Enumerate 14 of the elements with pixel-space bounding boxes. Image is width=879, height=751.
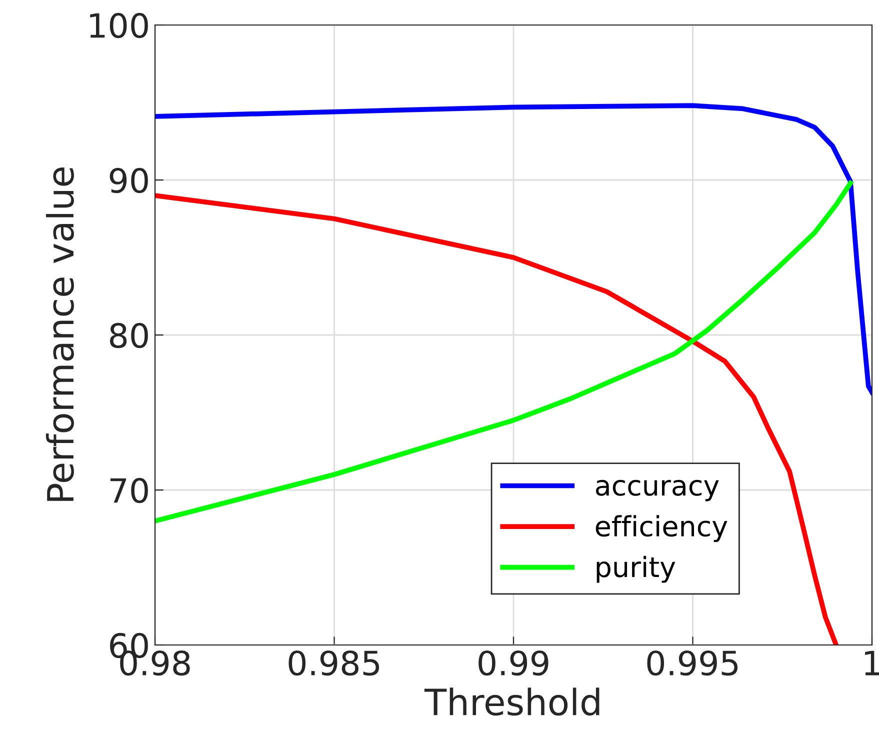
line-series: [155, 193, 839, 645]
x-tick-label: 0.995: [647, 650, 738, 676]
line-series: [155, 103, 872, 395]
y-axis-title: Performance value: [46, 167, 74, 501]
y-tick-label: 90: [110, 168, 148, 194]
y-tick-label: 80: [110, 322, 148, 348]
x-tick-label: 0.99: [478, 650, 548, 676]
legend-label: efficiency: [596, 515, 728, 542]
x-axis-title: Threshold: [424, 688, 600, 716]
legend-label: accuracy: [596, 480, 719, 502]
x-tick-label: 0.985: [288, 650, 380, 676]
y-tick-label: 100: [90, 12, 148, 38]
y-tick-label: 70: [110, 478, 148, 504]
legend-label: purity: [596, 556, 676, 583]
